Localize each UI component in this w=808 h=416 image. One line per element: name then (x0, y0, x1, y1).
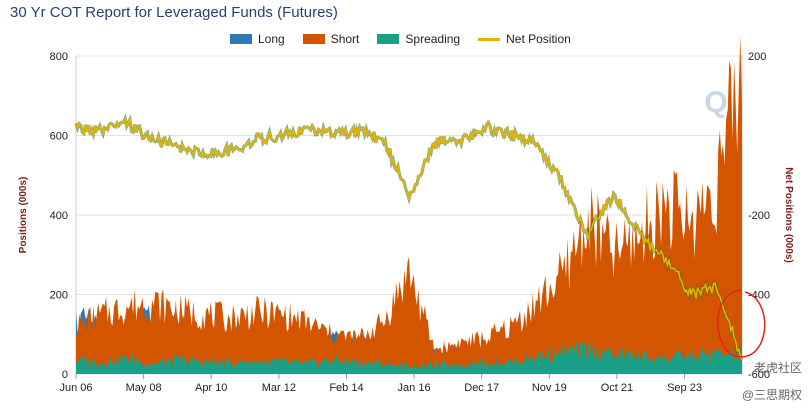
left-axis-label: Positions (000s) (18, 177, 29, 254)
left-tick-label: 800 (50, 51, 68, 63)
legend-swatch-short (302, 34, 325, 44)
right-tick-label: -200 (748, 210, 770, 222)
series-net-position-line (75, 115, 743, 361)
series-short-area (76, 35, 742, 374)
left-tick-label: 600 (50, 131, 68, 143)
watermark-site-2: @三思期权 (742, 388, 802, 402)
legend-label-short: Short (330, 32, 360, 46)
x-tick-label: Feb 14 (329, 382, 363, 394)
right-tick-label: 200 (748, 51, 766, 63)
legend: Long Short Spreading Net Position (230, 32, 571, 46)
x-tick-label: Nov 19 (532, 382, 567, 394)
legend-swatch-spreading (377, 34, 400, 44)
legend-swatch-long (230, 34, 252, 44)
x-tick-label: Dec 17 (464, 382, 499, 394)
legend-item-long[interactable]: Long (230, 32, 285, 46)
watermark-site-1: 老虎社区 (754, 360, 802, 375)
chart-title: 30 Yr COT Report for Leveraged Funds (Fu… (10, 4, 338, 21)
annotation-circle (717, 289, 766, 358)
legend-item-short[interactable]: Short (302, 32, 360, 46)
right-tick-label: -400 (748, 290, 770, 302)
legend-label-long: Long (258, 32, 285, 46)
left-tick-label: 400 (50, 210, 68, 222)
legend-label-spreading: Spreading (405, 32, 461, 46)
series-spreading-area (76, 340, 742, 374)
legend-item-net-position[interactable]: Net Position (478, 32, 571, 46)
legend-label-net-position: Net Position (506, 32, 571, 46)
left-tick-label: 200 (50, 290, 68, 302)
x-tick-label: Mar 12 (262, 382, 296, 394)
right-axis-label: Net Positions (000s) (783, 167, 794, 263)
x-tick-label: Jun 06 (59, 382, 92, 394)
watermark-logo: Q (704, 86, 727, 119)
legend-swatch-net-position (478, 37, 501, 41)
left-tick-label: 0 (62, 369, 68, 381)
x-tick-label: Jan 16 (398, 382, 431, 394)
x-tick-label: May 08 (126, 382, 162, 394)
right-tick-label: -600 (748, 369, 770, 381)
x-tick-label: Apr 10 (195, 382, 227, 394)
x-tick-label: Sep 23 (667, 382, 702, 394)
x-tick-label: Oct 21 (601, 382, 633, 394)
legend-item-spreading[interactable]: Spreading (377, 32, 460, 46)
